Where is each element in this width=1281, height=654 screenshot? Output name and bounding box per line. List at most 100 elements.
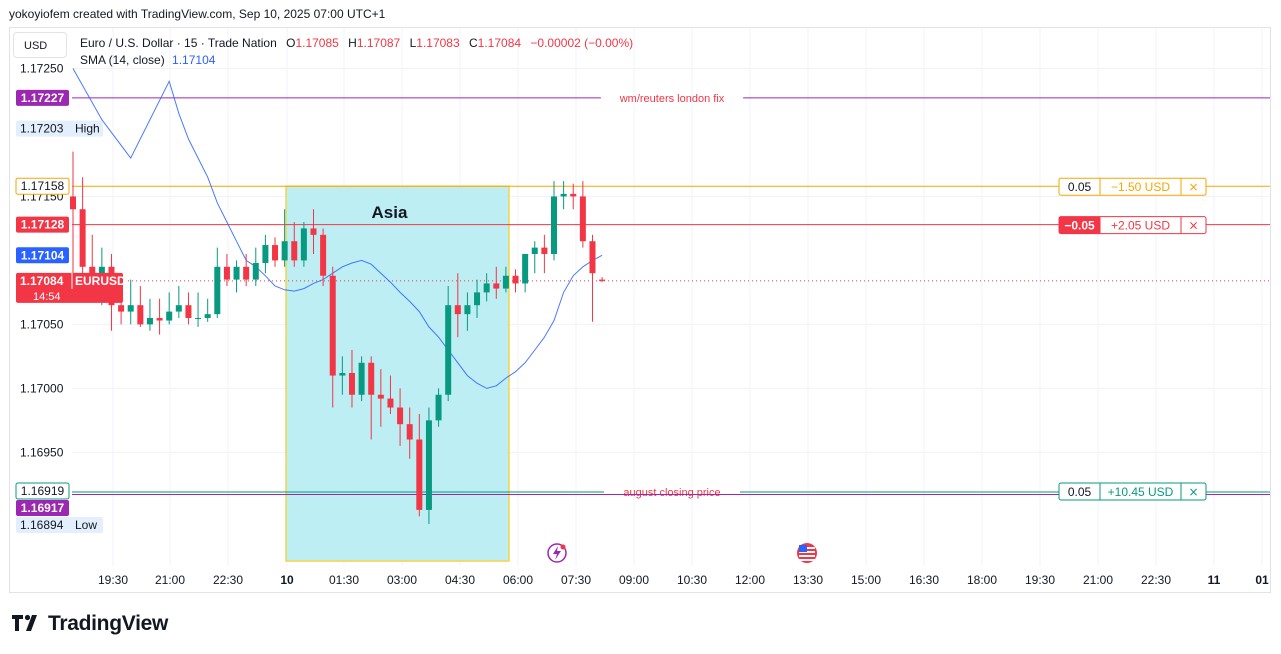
candle[interactable] (127, 305, 134, 312)
x-tick-label: 11 (1208, 573, 1221, 587)
order-badge[interactable]: 0.05 −1.50 USD × (1058, 177, 1207, 196)
candle[interactable] (541, 247, 548, 255)
candle[interactable] (185, 305, 192, 318)
candle[interactable] (387, 398, 394, 408)
price-tag-sma: 1.17104 (21, 248, 65, 262)
candle[interactable] (195, 317, 202, 319)
candle[interactable] (502, 275, 509, 289)
chart-caption: yokoyiofem created with TradingView.com,… (9, 7, 386, 21)
candle[interactable] (262, 245, 269, 263)
candle[interactable] (560, 193, 567, 197)
candle[interactable] (368, 362, 375, 395)
x-tick-label: 12:00 (735, 573, 765, 587)
candle[interactable] (281, 241, 288, 261)
sma-line[interactable] (72, 68, 603, 389)
candle[interactable] (291, 241, 298, 261)
candle[interactable] (233, 266, 240, 280)
event-flash-icon[interactable] (547, 543, 567, 563)
x-tick-label: 01 (1255, 573, 1269, 587)
sma-label[interactable]: SMA (14, close) (80, 53, 165, 67)
candle[interactable] (310, 228, 317, 235)
session-box-label: Asia (372, 203, 408, 222)
candle[interactable] (551, 196, 557, 255)
x-tick-label: 21:00 (155, 573, 185, 587)
candle[interactable] (406, 424, 413, 440)
change-value: −0.00002 (−0.00%) (530, 36, 634, 50)
candle[interactable] (483, 283, 490, 293)
candle[interactable] (589, 241, 596, 274)
order-badge-frame (1058, 177, 1207, 196)
candle[interactable] (70, 196, 76, 210)
candle[interactable] (579, 196, 586, 242)
price-tag-wm-fix: 1.17227 (21, 91, 65, 105)
high-label: H (348, 36, 357, 50)
candle[interactable] (445, 305, 452, 395)
candle[interactable] (358, 362, 365, 395)
order-badge[interactable]: 0.05 +10.45 USD × (1058, 482, 1207, 501)
order-badge[interactable]: −0.05 +2.05 USD × (1058, 216, 1207, 235)
y-tick-label: 1.17000 (20, 381, 64, 395)
y-tick-label: 1.16950 (20, 445, 64, 459)
low-label: L (409, 36, 417, 50)
candle[interactable] (435, 394, 442, 421)
candle[interactable] (272, 245, 279, 261)
candle[interactable] (416, 439, 423, 510)
candle[interactable] (474, 292, 481, 306)
candle[interactable] (493, 283, 500, 289)
candle[interactable] (204, 314, 211, 318)
candle[interactable] (397, 407, 404, 425)
open-label: O (286, 36, 296, 50)
candle[interactable] (377, 394, 384, 399)
us-flag-event-icon[interactable] (797, 543, 817, 563)
x-tick-label: 18:00 (967, 573, 997, 587)
candle[interactable] (348, 372, 355, 395)
y-tick-label: 1.17050 (20, 317, 64, 331)
candle[interactable] (329, 275, 336, 376)
candle[interactable] (156, 317, 163, 321)
candle[interactable] (464, 305, 471, 315)
candle[interactable] (599, 279, 606, 281)
candle[interactable] (320, 234, 327, 276)
x-tick-label: 22:30 (213, 573, 243, 587)
legend-sma-row: SMA (14, close) 1.17104 (80, 52, 633, 69)
price-tag-low-value: 1.16894 (20, 518, 64, 532)
candle[interactable] (79, 209, 86, 267)
horizontal-line-label: wm/reuters london fix (619, 93, 725, 105)
session-box-asia[interactable] (285, 185, 510, 562)
price-tag-countdown: 14:54 (33, 291, 61, 303)
price-tag-buy-order: 1.17158 (21, 179, 65, 193)
x-tick-label: 21:00 (1083, 573, 1113, 587)
candle[interactable] (300, 228, 307, 261)
candle[interactable] (214, 266, 221, 315)
x-tick-label: 19:30 (98, 573, 128, 587)
order-badge-frame (1058, 482, 1207, 501)
candle[interactable] (454, 305, 461, 315)
candle[interactable] (531, 247, 538, 255)
candle[interactable] (166, 311, 173, 321)
tradingview-logo[interactable]: TradingView (12, 612, 168, 636)
symbol-title[interactable]: Euro / U.S. Dollar · 15 · Trade Nation (80, 36, 277, 50)
candle[interactable] (223, 266, 230, 280)
open-value: 1.17085 (295, 36, 339, 50)
tradingview-wordmark: TradingView (48, 612, 169, 635)
price-tag-august-bg (15, 482, 70, 500)
candle[interactable] (118, 305, 125, 312)
currency-button[interactable]: USD (13, 32, 67, 58)
x-tick-label: 13:30 (793, 573, 823, 587)
candle[interactable] (425, 420, 432, 510)
candle[interactable] (522, 254, 529, 284)
candle[interactable] (339, 372, 346, 376)
candle[interactable] (512, 275, 519, 284)
chart-legend: Euro / U.S. Dollar · 15 · Trade Nation O… (80, 35, 633, 69)
candle[interactable] (243, 266, 250, 280)
high-value: 1.17087 (356, 36, 401, 50)
candle[interactable] (252, 262, 259, 280)
order-badge-qty: 0.05 (1068, 485, 1092, 499)
candle[interactable] (146, 317, 153, 325)
candle[interactable] (175, 305, 182, 312)
x-tick-label: 04:30 (445, 573, 475, 587)
price-tag-high-value: 1.17203 (20, 122, 64, 136)
candle[interactable] (570, 193, 577, 197)
candle[interactable] (137, 305, 144, 325)
